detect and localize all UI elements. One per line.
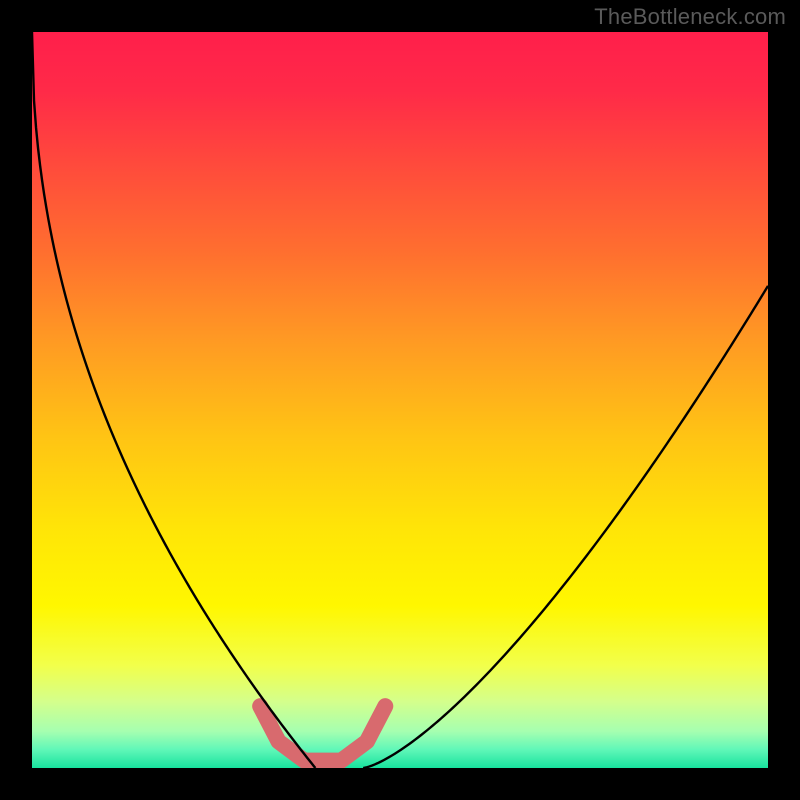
highlight-segment: [260, 706, 385, 760]
curve-layer: [32, 32, 768, 768]
curve-right: [363, 286, 768, 768]
canvas-frame: TheBottleneck.com: [0, 0, 800, 800]
watermark-text: TheBottleneck.com: [594, 4, 786, 30]
curve-left: [32, 32, 315, 768]
plot-area: [32, 32, 768, 768]
